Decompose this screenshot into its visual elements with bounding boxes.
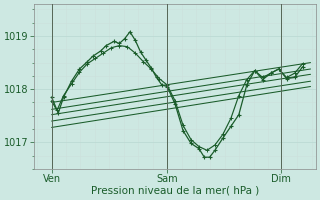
X-axis label: Pression niveau de la mer( hPa ): Pression niveau de la mer( hPa ) bbox=[91, 186, 259, 196]
